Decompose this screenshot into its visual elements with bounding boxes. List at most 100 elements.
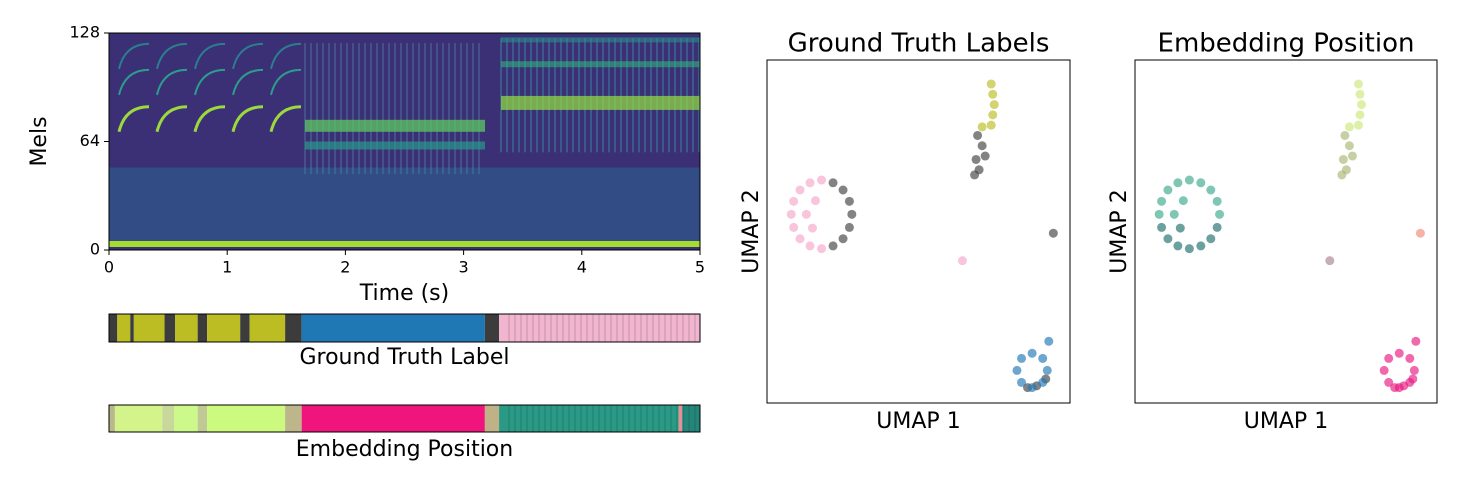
segment [114, 405, 163, 432]
point [1169, 209, 1179, 219]
segment [197, 405, 208, 432]
point [971, 154, 981, 164]
point [828, 178, 838, 188]
point [973, 130, 983, 140]
point [1206, 185, 1216, 195]
point [1206, 234, 1216, 244]
point [1012, 365, 1022, 375]
point [970, 170, 980, 180]
spec-low [109, 167, 700, 246]
point [817, 244, 827, 254]
point [1384, 353, 1394, 363]
point [844, 222, 854, 232]
segment [174, 405, 198, 432]
y-tick-label: 64 [80, 131, 100, 150]
point [1196, 241, 1206, 251]
bar-label: Embedding Position [296, 437, 513, 462]
harmonic [155, 105, 188, 133]
y-tick-label: 128 [69, 23, 100, 42]
segment [678, 405, 683, 432]
point [977, 141, 987, 151]
spectrogram-image [109, 33, 700, 250]
point [1212, 196, 1222, 206]
point [795, 185, 805, 195]
point [1196, 178, 1206, 188]
band [501, 95, 700, 110]
x-axis-label: UMAP 1 [876, 409, 960, 434]
harmonic [194, 42, 226, 70]
y-tick-label: 0 [90, 240, 100, 259]
point [1027, 383, 1037, 393]
chart-title: Embedding Position [1158, 29, 1415, 59]
y-axis-label: UMAP 2 [739, 189, 764, 273]
point [1384, 377, 1394, 387]
point [838, 185, 848, 195]
point [1184, 175, 1194, 185]
plot-area [1134, 59, 1438, 404]
point [1178, 196, 1188, 206]
plot-area [766, 59, 1071, 404]
segment [130, 314, 134, 342]
point [1048, 228, 1058, 238]
point [1390, 383, 1400, 393]
point [786, 209, 796, 219]
segment [301, 405, 485, 432]
segment [117, 314, 131, 342]
harmonic [270, 68, 302, 96]
harmonic [270, 42, 302, 70]
point [1163, 234, 1173, 244]
harmonic [231, 105, 264, 133]
harmonic [118, 42, 150, 70]
point [977, 122, 987, 132]
point [805, 178, 815, 188]
segment [133, 314, 165, 342]
spec-floor [109, 241, 700, 247]
segment [499, 405, 679, 432]
harmonic [118, 68, 150, 96]
bar-label: Ground Truth Label [299, 345, 509, 370]
segment [162, 405, 175, 432]
point [807, 223, 817, 233]
point [1353, 120, 1363, 130]
chart-title: Ground Truth Labels [788, 29, 1050, 59]
point [789, 222, 799, 232]
point [817, 175, 827, 185]
point [1212, 222, 1222, 232]
segment [164, 314, 176, 342]
point [988, 110, 998, 120]
point [1017, 353, 1027, 363]
point [1173, 241, 1183, 251]
point [795, 234, 805, 244]
point [1399, 381, 1409, 391]
segment [285, 405, 302, 432]
point [847, 209, 857, 219]
harmonic [194, 68, 226, 96]
segment [682, 405, 700, 432]
point [1405, 353, 1415, 363]
band [305, 119, 485, 132]
point [1344, 122, 1354, 132]
segment [207, 314, 241, 342]
segment [484, 314, 500, 342]
point [957, 256, 967, 266]
point [1338, 154, 1348, 164]
segment [301, 314, 485, 342]
segment [285, 314, 302, 342]
point [801, 209, 811, 219]
point [1184, 244, 1194, 254]
harmonic [193, 105, 226, 133]
x-tick-label: 5 [695, 258, 705, 277]
point [986, 79, 996, 89]
point [1027, 348, 1037, 358]
segment [484, 405, 500, 432]
point [1415, 228, 1425, 238]
point [1357, 100, 1366, 110]
band [501, 61, 700, 68]
point [810, 196, 820, 206]
x-tick-label: 1 [222, 258, 232, 277]
point [1175, 223, 1185, 233]
harmonic [156, 42, 188, 70]
x-axis-label: Time (s) [359, 281, 449, 306]
segment [207, 405, 286, 432]
